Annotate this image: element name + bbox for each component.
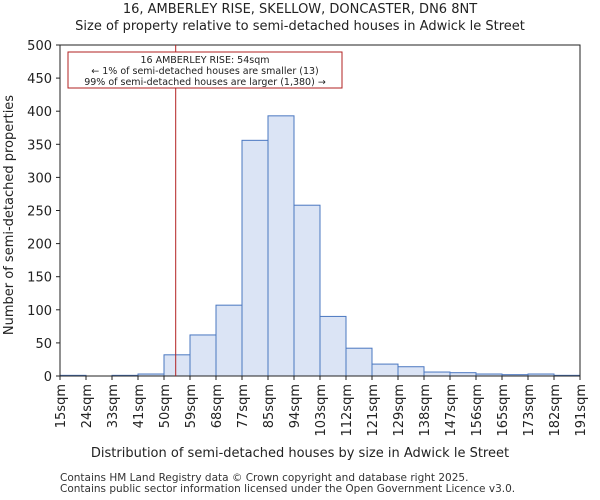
y-tick-label: 450 xyxy=(27,72,52,87)
bar xyxy=(163,354,191,377)
x-tick-label: 15sqm xyxy=(54,384,69,428)
x-tick-label: 129sqm xyxy=(392,384,407,437)
annotation-line-3: 99% of semi-detached houses are larger (… xyxy=(84,77,326,88)
y-tick-label: 100 xyxy=(27,304,52,319)
plot-frame xyxy=(59,44,581,377)
annotation-line-1: 16 AMBERLEY RISE: 54sqm xyxy=(140,55,269,66)
y-tick-label: 350 xyxy=(27,138,52,153)
annotation-box: 16 AMBERLEY RISE: 54sqm ← 1% of semi-det… xyxy=(67,51,343,89)
x-tick-label: 33sqm xyxy=(106,384,121,428)
y-tick-label: 300 xyxy=(27,171,52,186)
bar xyxy=(241,139,269,377)
x-tick-label: 147sqm xyxy=(444,384,459,437)
x-tick-label: 112sqm xyxy=(340,384,355,437)
x-tick-label: 191sqm xyxy=(574,384,589,437)
y-tick-label: 50 xyxy=(35,337,52,352)
y-tick-label: 200 xyxy=(27,238,52,253)
x-tick-label: 182sqm xyxy=(548,384,563,437)
x-tick-label: 59sqm xyxy=(184,384,199,428)
bar xyxy=(345,347,373,377)
bar xyxy=(423,371,451,377)
x-tick-label: 41sqm xyxy=(132,384,147,428)
bar xyxy=(293,204,321,377)
x-tick-label: 156sqm xyxy=(470,384,485,437)
y-axis-label: Number of semi-detached properties xyxy=(2,95,17,335)
chart-title: 16, AMBERLEY RISE, SKELLOW, DONCASTER, D… xyxy=(122,2,478,17)
bar xyxy=(189,334,217,377)
x-tick-label: 50sqm xyxy=(158,384,173,428)
y-tick-label: 500 xyxy=(27,39,52,54)
x-tick-label: 94sqm xyxy=(288,384,303,428)
x-tick-label: 68sqm xyxy=(210,384,225,428)
bar xyxy=(397,366,425,377)
x-tick-label: 85sqm xyxy=(262,384,277,428)
annotation-line-2: ← 1% of semi-detached houses are smaller… xyxy=(91,66,319,77)
x-tick-label: 103sqm xyxy=(314,384,329,437)
x-tick-label: 165sqm xyxy=(496,384,511,437)
bar xyxy=(267,115,295,377)
x-axis-label: Distribution of semi-detached houses by … xyxy=(91,446,509,461)
footer-line-1: Contains HM Land Registry data © Crown c… xyxy=(60,472,469,484)
y-tick-label: 0 xyxy=(44,370,52,385)
y-tick-label: 250 xyxy=(27,205,52,220)
y-tick-label: 400 xyxy=(27,105,52,120)
x-tick-label: 77sqm xyxy=(236,384,251,428)
bar xyxy=(215,304,243,377)
footer-line-2: Contains public sector information licen… xyxy=(60,483,516,495)
bar xyxy=(319,315,347,377)
y-tick-label: 150 xyxy=(27,271,52,286)
chart-subtitle: Size of property relative to semi-detach… xyxy=(75,19,525,34)
x-tick-label: 138sqm xyxy=(418,384,433,437)
x-axis-ticks: 15sqm 24sqm 33sqm 41sqm 50sqm 59sqm 68sqm 77sqm… xyxy=(54,376,589,437)
bars xyxy=(59,115,581,377)
x-tick-label: 121sqm xyxy=(366,384,381,437)
bar xyxy=(371,363,399,377)
x-tick-label: 24sqm xyxy=(80,384,95,428)
x-tick-label: 173sqm xyxy=(522,384,537,437)
y-axis-ticks: 0 50 100 150 200 250 300 350 400 450 500 xyxy=(27,39,60,385)
